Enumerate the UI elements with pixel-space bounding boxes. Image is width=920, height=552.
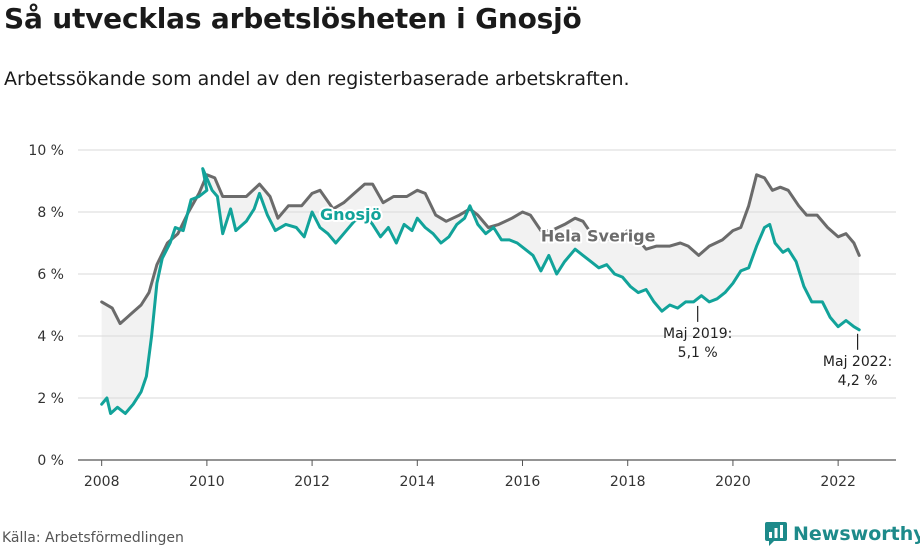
brand-name: Newsworthy [793, 523, 920, 545]
y-tick-label: 6 % [37, 267, 64, 283]
series-label-hela-sverige: Hela Sverige [541, 226, 656, 245]
x-tick-label: 2014 [399, 474, 435, 490]
annotation-value: 4,2 % [838, 373, 878, 389]
chart-title: Så utvecklas arbetslösheten i Gnosjö [4, 2, 582, 35]
chart-bubble-icon [765, 522, 787, 546]
x-tick-label: 2012 [294, 474, 330, 490]
annotation-label: Maj 2022: [823, 354, 892, 370]
chart-subtitle: Arbetssökande som andel av den registerb… [4, 68, 630, 90]
series-label-gnosjo: Gnosjö [320, 205, 382, 224]
x-tick-label: 2010 [189, 474, 225, 490]
source-note: Källa: Arbetsförmedlingen [2, 530, 184, 546]
x-tick-label: 2020 [715, 474, 751, 490]
x-tick-label: 2008 [84, 474, 120, 490]
x-tick-label: 2016 [505, 474, 541, 490]
series-line-gnosjo [100, 167, 861, 415]
y-tick-label: 4 % [37, 329, 64, 345]
y-tick-label: 10 % [28, 143, 64, 159]
series-line-hela-sverige [100, 173, 861, 326]
x-tick-label: 2018 [610, 474, 646, 490]
brand-logo[interactable]: Newsworthy [764, 519, 920, 549]
y-tick-label: 0 % [37, 453, 64, 469]
y-tick-label: 8 % [37, 205, 64, 221]
y-tick-label: 2 % [37, 391, 64, 407]
x-tick-label: 2022 [820, 474, 856, 490]
annotation-value: 5,1 % [678, 345, 718, 361]
annotation-label: Maj 2019: [663, 326, 732, 342]
gap-area [101, 168, 860, 414]
